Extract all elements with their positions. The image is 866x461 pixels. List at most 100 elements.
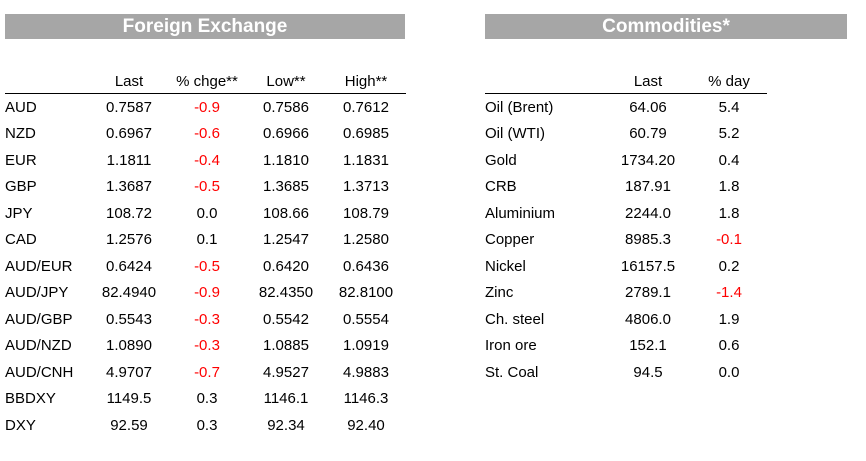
commodities-name-cell: Iron ore	[485, 337, 537, 355]
fx-value-cell: 108.66	[263, 204, 309, 222]
commodities-header-1: Last	[605, 69, 691, 94]
fx-header-4: High**	[326, 69, 406, 94]
fx-name-cell: GBP	[5, 178, 37, 196]
fx-value-cell: 108.79	[343, 204, 389, 222]
fx-name-cell: AUD/JPY	[5, 284, 69, 302]
fx-value-cell: 0.3	[196, 416, 218, 434]
commodities-value-cell: 16157.5	[620, 257, 676, 275]
fx-row: AUD 0.7587 -0.9 0.7586 0.7612	[5, 94, 406, 121]
commodities-name-cell: Oil (Brent)	[485, 98, 554, 116]
commodities-row: Copper 8985.3 -0.1	[485, 227, 767, 254]
commodities-value-cell: 8985.3	[625, 231, 671, 249]
fx-header-2: % chge**	[168, 69, 246, 94]
commodities-value-cell: 4806.0	[625, 310, 671, 328]
fx-value-cell: 1.1831	[343, 151, 389, 169]
fx-value-cell: 0.6436	[343, 257, 389, 275]
fx-value-cell: 1.1810	[263, 151, 309, 169]
fx-header-0	[5, 69, 90, 94]
commodities-value-cell: 1734.20	[620, 151, 676, 169]
commodities-row: Zinc 2789.1 -1.4	[485, 280, 767, 307]
commodities-name-cell: CRB	[485, 178, 517, 196]
fx-row: NZD 0.6967 -0.6 0.6966 0.6985	[5, 121, 406, 148]
fx-name-cell: AUD/GBP	[5, 310, 73, 328]
fx-name-cell: AUD	[5, 98, 37, 116]
fx-name-cell: DXY	[5, 416, 36, 434]
fx-value-cell: 108.72	[106, 204, 152, 222]
fx-value-cell: 1.0919	[343, 337, 389, 355]
commodities-value-cell: 0.6	[718, 337, 740, 355]
fx-rows: AUD 0.7587 -0.9 0.7586 0.7612 NZD 0.6967 -0.6 0.…	[5, 94, 406, 439]
fx-value-cell: 0.7612	[343, 98, 389, 116]
fx-row: AUD/NZD 1.0890 -0.3 1.0885 1.0919	[5, 333, 406, 360]
fx-value-cell: -0.3	[194, 310, 220, 328]
fx-name-cell: BBDXY	[5, 390, 56, 408]
commodities-row: Oil (WTI) 60.79 5.2	[485, 121, 767, 148]
fx-row: AUD/GBP 0.5543 -0.3 0.5542 0.5554	[5, 306, 406, 333]
commodities-value-cell: 94.5	[633, 363, 663, 381]
fx-value-cell: 0.5543	[106, 310, 152, 328]
fx-value-cell: 0.7586	[263, 98, 309, 116]
commodities-value-cell: 0.0	[718, 363, 740, 381]
commodities-name-cell: Aluminium	[485, 204, 556, 222]
commodities-name-cell: Nickel	[485, 257, 526, 275]
commodities-name-cell: Zinc	[485, 284, 514, 302]
fx-value-cell: 1146.3	[343, 390, 389, 408]
commodities-header-row: Last% day	[485, 69, 767, 94]
commodities-value-cell: 1.9	[718, 310, 740, 328]
fx-row: BBDXY 1149.5 0.3 1146.1 1146.3	[5, 386, 406, 413]
commodities-value-cell: 187.91	[625, 178, 671, 196]
fx-value-cell: -0.3	[194, 337, 220, 355]
fx-value-cell: 1.2580	[343, 231, 389, 249]
fx-name-cell: AUD/NZD	[5, 337, 72, 355]
commodities-row: Aluminium 2244.0 1.8	[485, 200, 767, 227]
fx-value-cell: 82.8100	[338, 284, 394, 302]
commodities-title: Commodities*	[485, 14, 847, 39]
fx-value-cell: 1.0885	[263, 337, 309, 355]
commodities-row: Ch. steel 4806.0 1.9	[485, 306, 767, 333]
commodities-value-cell: 2244.0	[625, 204, 671, 222]
commodities-value-cell: -1.4	[716, 284, 742, 302]
fx-value-cell: 1.2576	[106, 231, 152, 249]
fx-value-cell: -0.9	[194, 98, 220, 116]
commodities-value-cell: 152.1	[629, 337, 667, 355]
fx-name-cell: AUD/CNH	[5, 363, 74, 381]
fx-name-cell: NZD	[5, 125, 36, 143]
fx-header-row: Last% chge** Low** High**	[5, 69, 406, 94]
fx-value-cell: 0.1	[196, 231, 218, 249]
fx-value-cell: 0.6424	[106, 257, 152, 275]
fx-value-cell: -0.9	[194, 284, 220, 302]
fx-value-cell: 92.59	[110, 416, 148, 434]
fx-value-cell: 0.6420	[263, 257, 309, 275]
fx-value-cell: 0.5554	[343, 310, 389, 328]
fx-name-cell: EUR	[5, 151, 37, 169]
commodities-value-cell: -0.1	[716, 231, 742, 249]
commodities-name-cell: Ch. steel	[485, 310, 545, 328]
fx-value-cell: 0.3	[196, 390, 218, 408]
fx-row: AUD/JPY 82.4940 -0.9 82.4350 82.8100	[5, 280, 406, 307]
commodities-header-2: % day	[691, 69, 767, 94]
fx-header-3: Low**	[246, 69, 326, 94]
fx-row: AUD/EUR 0.6424 -0.5 0.6420 0.6436	[5, 253, 406, 280]
fx-title: Foreign Exchange	[5, 14, 405, 39]
fx-value-cell: 1.2547	[263, 231, 309, 249]
fx-row: GBP 1.3687 -0.5 1.3685 1.3713	[5, 174, 406, 201]
fx-value-cell: 1149.5	[106, 390, 152, 408]
commodities-header-0	[485, 69, 605, 94]
fx-value-cell: 4.9707	[106, 363, 152, 381]
commodities-table: Last% day Oil (Brent) 64.06 5.4 Oil (WTI) 60…	[485, 69, 767, 386]
fx-row: AUD/CNH 4.9707 -0.7 4.9527 4.9883	[5, 359, 406, 386]
commodities-row: Nickel 16157.5 0.2	[485, 253, 767, 280]
commodities-value-cell: 1.8	[718, 204, 740, 222]
commodities-rows: Oil (Brent) 64.06 5.4 Oil (WTI) 60.79 5.2 Gold…	[485, 94, 767, 386]
fx-row: EUR 1.1811 -0.4 1.1810 1.1831	[5, 147, 406, 174]
fx-value-cell: 0.7587	[106, 98, 152, 116]
fx-value-cell: 4.9883	[343, 363, 389, 381]
fx-value-cell: -0.5	[194, 178, 220, 196]
fx-value-cell: -0.7	[194, 363, 220, 381]
fx-name-cell: CAD	[5, 231, 37, 249]
fx-value-cell: 92.34	[267, 416, 305, 434]
fx-value-cell: 1.3713	[343, 178, 389, 196]
fx-value-cell: 1.0890	[106, 337, 152, 355]
fx-value-cell: -0.5	[194, 257, 220, 275]
fx-header-1: Last	[90, 69, 168, 94]
